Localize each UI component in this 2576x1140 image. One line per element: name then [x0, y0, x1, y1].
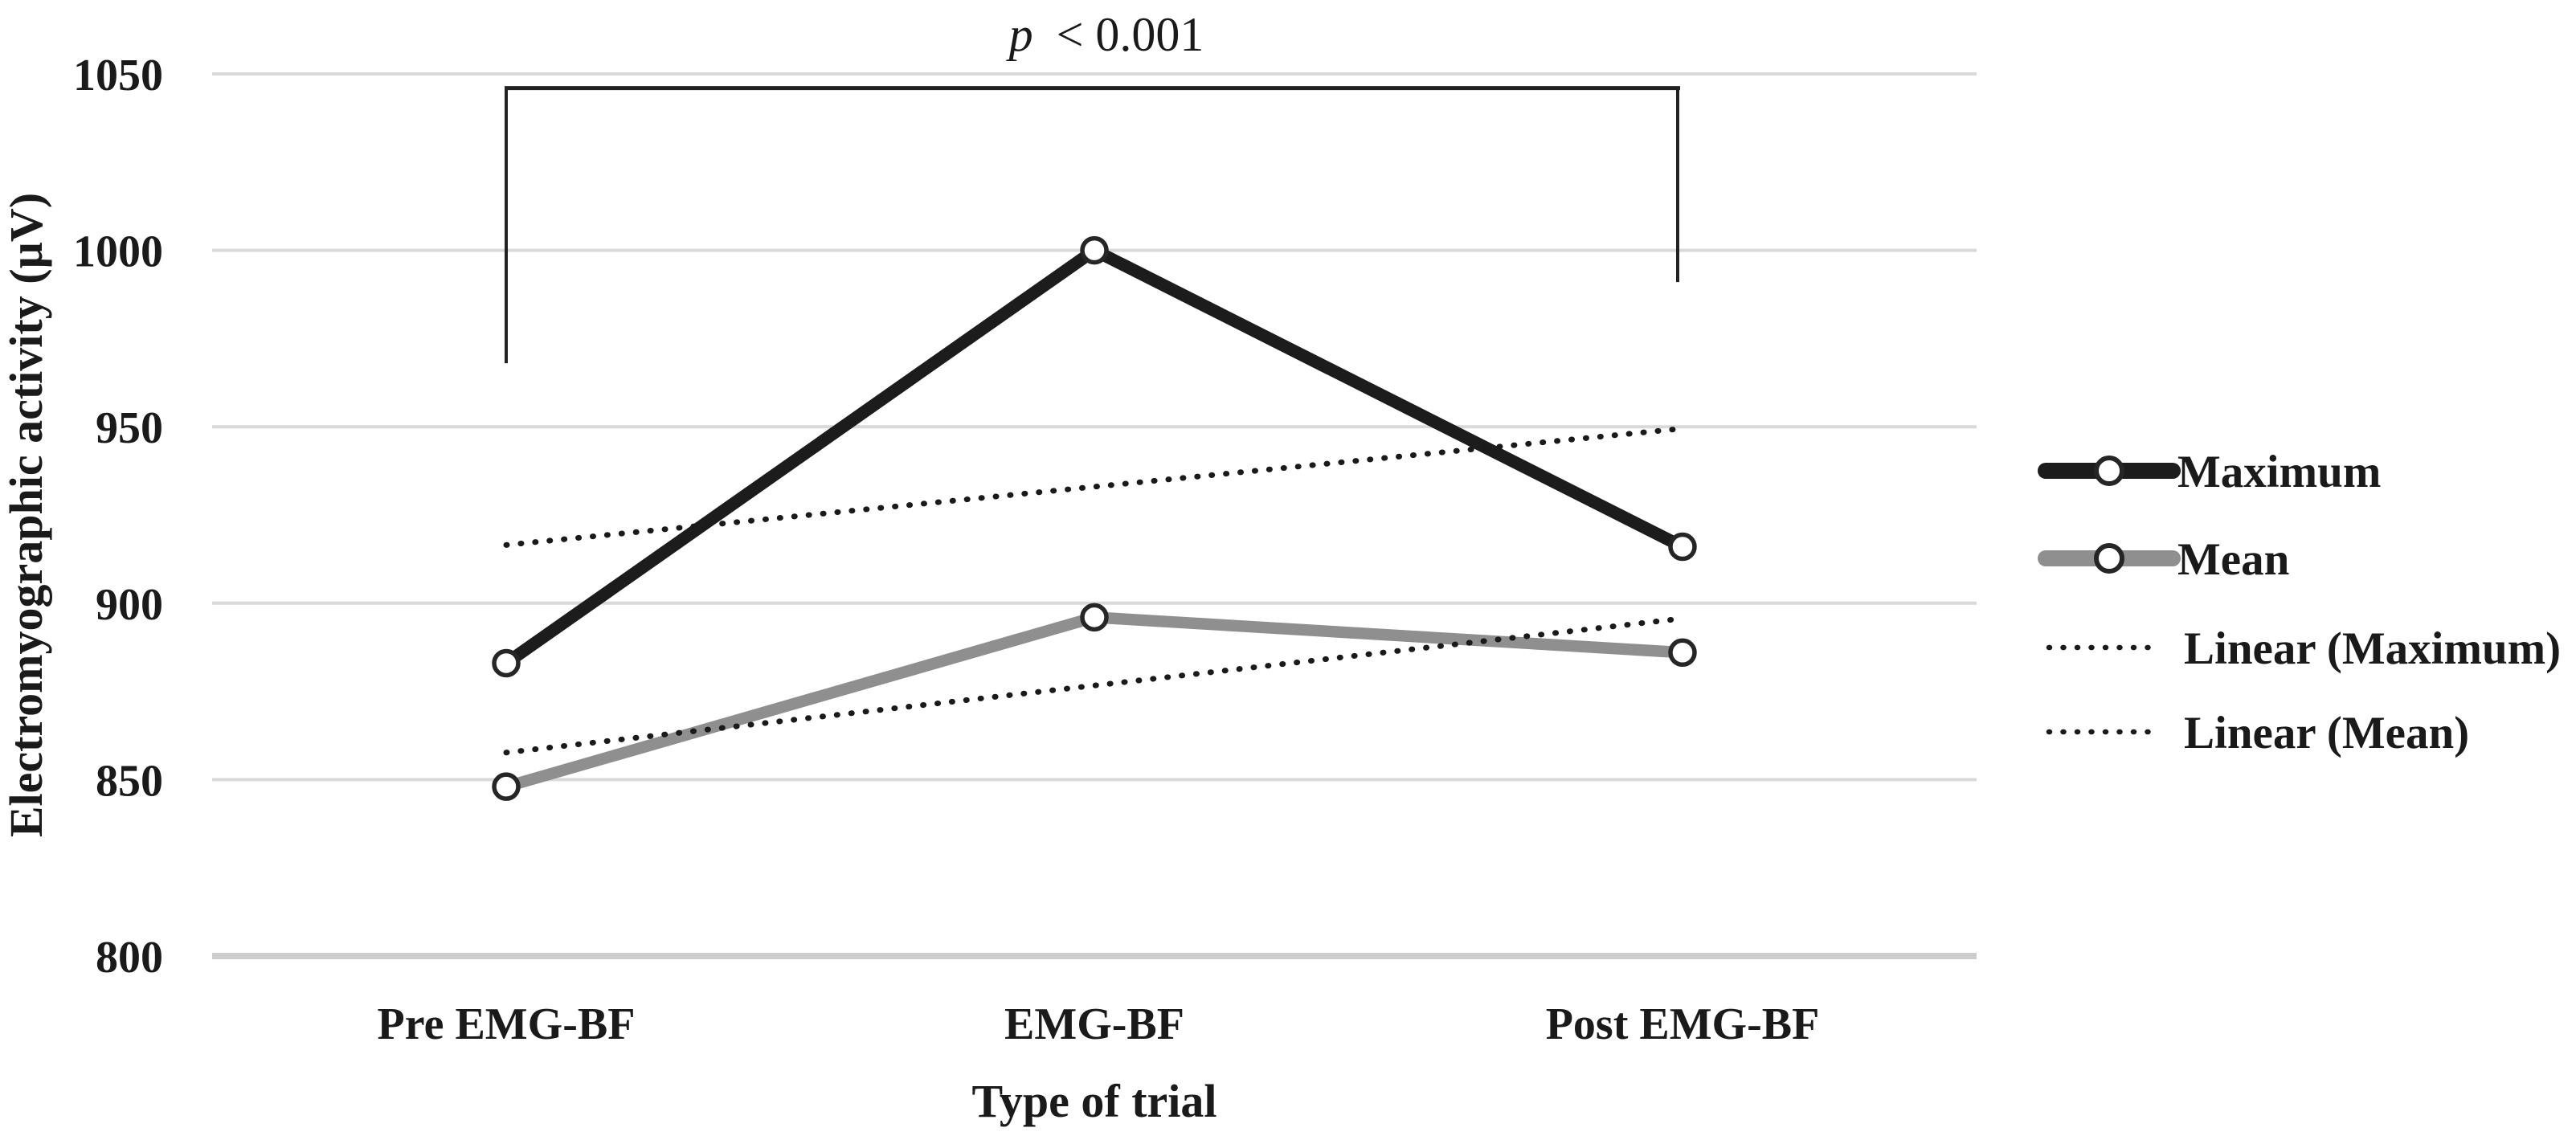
p-symbol: p [1006, 8, 1033, 61]
mean-series-line [500, 611, 1689, 793]
mean-legend-marker-icon [2094, 543, 2124, 574]
maximum-legend-marker-icon [2094, 456, 2124, 486]
legend-label-mean: Mean [2177, 534, 2289, 585]
maximum-marker-emg-bf [1080, 235, 1109, 265]
legend-item-linear-mean: Linear (Mean) [2046, 708, 2469, 758]
plot-area: 1050 1000 950 900 850 800 Pre EMG-BF EMG-BF Post… [73, 51, 1977, 1049]
p-value: < 0.001 [1057, 8, 1204, 61]
mean-marker-post-emg-bf [1668, 638, 1697, 668]
linear-maximum-trendline [503, 425, 1686, 548]
mean-marker-emg-bf [1080, 603, 1109, 632]
legend-label-linear-maximum: Linear (Maximum) [2184, 623, 2561, 674]
y-tick-label-900: 900 [96, 580, 163, 630]
x-category-label-post-emg-bf: Post EMG-BF [1546, 999, 1820, 1049]
legend-item-mean: Mean [2038, 534, 2289, 585]
y-tick-label-950: 950 [96, 403, 163, 453]
maximum-marker-pre-emg-bf [492, 648, 521, 678]
y-tick-label-1000: 1000 [73, 227, 163, 277]
y-tick-label-850: 850 [96, 756, 163, 806]
mean-marker-pre-emg-bf [492, 772, 521, 801]
legend-item-maximum: Maximum [2038, 447, 2381, 497]
legend-label-maximum: Maximum [2177, 447, 2381, 497]
maximum-series-line [500, 243, 1689, 670]
linear-mean-trendline [503, 615, 1686, 756]
legend: Maximum Mean Linear (Maximum) Linear (Me… [2038, 447, 2561, 758]
maximum-marker-post-emg-bf [1668, 532, 1697, 562]
x-category-label-pre-emg-bf: Pre EMG-BF [378, 999, 636, 1049]
legend-item-linear-maximum: Linear (Maximum) [2046, 623, 2561, 674]
legend-label-linear-mean: Linear (Mean) [2184, 708, 2469, 758]
x-category-label-emg-bf: EMG-BF [1004, 999, 1184, 1049]
y-tick-label-1050: 1050 [73, 51, 163, 100]
significance-label: p < 0.001 [1006, 8, 1204, 61]
y-tick-label-800: 800 [96, 933, 163, 983]
y-axis-title: Electromyographic activity (µV) [0, 193, 52, 837]
x-axis-title: Type of trial [972, 1075, 1217, 1127]
